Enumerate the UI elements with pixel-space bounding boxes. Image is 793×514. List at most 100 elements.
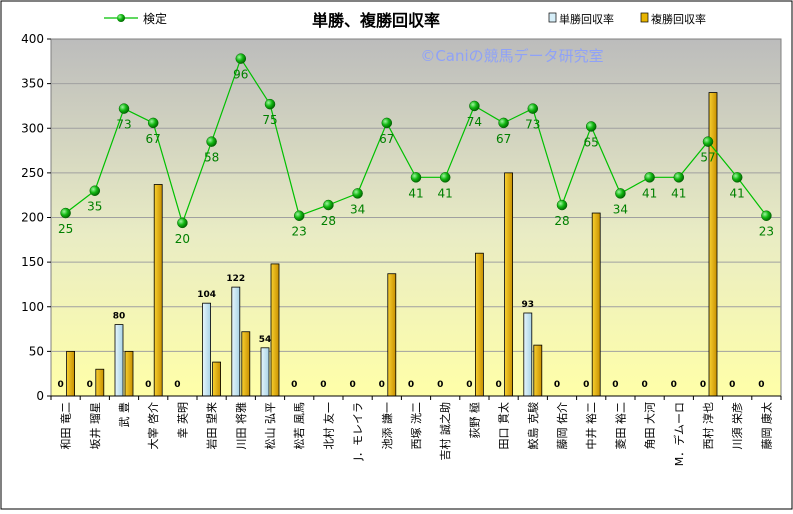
legend: 検定 単勝回収率 複勝回収率	[104, 11, 706, 26]
x-tick-label: 西村 淳也	[701, 402, 715, 450]
line-point	[585, 121, 597, 132]
place-bar	[124, 350, 134, 397]
place-bar	[212, 361, 222, 397]
x-tick-label: 坂井 瑠星	[88, 402, 102, 450]
place-bar	[66, 350, 75, 397]
line-point-label: 28	[321, 214, 336, 228]
legend-place-label: 複勝回収率	[651, 12, 706, 26]
win-value-label: 0	[291, 380, 297, 390]
line-series: 25 35 73 67 20 58 96 75 23 28 34 67 41 41 74 67 73 28 65 34…	[58, 53, 774, 246]
y-tick-label: 200	[21, 211, 44, 225]
x-tick-label: J．モレイラ	[352, 402, 365, 461]
line-point	[439, 172, 451, 183]
y-tick-label: 100	[21, 300, 44, 314]
x-tick-label: 川須 栄彦	[730, 402, 744, 450]
line-point-label: 20	[175, 232, 190, 246]
win-value-label: 0	[145, 380, 151, 390]
x-tick-label: 幸 英明	[175, 402, 189, 439]
y-tick-label: 50	[29, 344, 44, 358]
legend-line-label: 検定	[143, 11, 167, 26]
win-value-label: 0	[700, 380, 706, 390]
line-point-label: 67	[146, 132, 161, 146]
place-bar	[95, 368, 105, 397]
line-point-label: 35	[87, 200, 102, 214]
win-value-label: 0	[583, 380, 589, 390]
line-point-label: 75	[262, 113, 277, 127]
line-point-label: 41	[642, 186, 657, 200]
line-point	[293, 210, 305, 221]
win-value-label: 0	[671, 380, 677, 390]
win-value-label: 0	[437, 380, 443, 390]
line-point	[761, 210, 772, 221]
y-axis-ticks: 0 50 100 150 200 250 300 350 400	[21, 32, 51, 403]
line-point	[673, 172, 685, 183]
line-point-label: 41	[671, 186, 686, 200]
line-point-label: 74	[467, 115, 482, 129]
win-value-label: 0	[320, 380, 326, 390]
x-axis-ticks: 和田 竜二 坂井 瑠星 武 豊 大宰 啓介 幸 英明 岩田 望来 川田 将雅 松山 弘平 松若 …	[50, 395, 782, 466]
line-point	[177, 217, 188, 229]
win-value-label: 0	[466, 380, 472, 390]
win-bar	[231, 286, 241, 397]
x-tick-label: 松山 弘平	[263, 402, 277, 450]
y-tick-label: 300	[21, 121, 44, 135]
win-value-label: 0	[612, 380, 618, 390]
line-point-label: 96	[233, 68, 248, 82]
win-value-label: 54	[259, 335, 272, 345]
line-point-label: 41	[438, 186, 453, 200]
line-point-label: 25	[58, 222, 73, 236]
x-tick-label: 川田 将雅	[234, 402, 248, 450]
line-point-label: 57	[700, 151, 715, 165]
line-point	[89, 185, 101, 196]
win-value-label: 0	[174, 380, 180, 390]
win-value-label: 0	[349, 380, 355, 390]
win-value-label: 0	[641, 380, 647, 390]
place-bar	[474, 252, 484, 397]
line-point-label: 23	[759, 225, 774, 239]
legend-dot-marker	[117, 14, 125, 22]
x-tick-label: 荻野 極	[467, 402, 481, 439]
place-bar	[241, 331, 251, 397]
line-point-label: 34	[613, 202, 628, 216]
x-tick-label: 藤岡 佑介	[555, 402, 569, 450]
x-tick-label: 田口 貫太	[498, 402, 511, 450]
y-tick-label: 0	[36, 389, 44, 403]
x-tick-label: 松若 風馬	[292, 402, 306, 450]
line-point-label: 65	[584, 135, 599, 149]
line-point	[323, 199, 334, 211]
line-point	[352, 188, 363, 199]
y-tick-label: 150	[21, 255, 44, 269]
x-tick-label: 池添 謙一	[380, 402, 394, 450]
place-bar	[153, 184, 163, 397]
line-point	[469, 100, 480, 112]
line-point	[118, 103, 130, 114]
win-value-label: 122	[226, 274, 245, 284]
win-bar	[114, 324, 124, 397]
line-point	[498, 117, 509, 129]
x-tick-label: 角田 大河	[643, 402, 657, 450]
legend-swatch-win	[548, 12, 557, 23]
x-tick-label: 菱田 裕二	[614, 402, 627, 450]
watermark: ©Caniの競馬データ研究室	[420, 47, 603, 65]
win-value-label: 0	[87, 380, 93, 390]
win-value-label: 0	[408, 380, 414, 390]
line-point	[731, 172, 743, 183]
line-point	[702, 136, 714, 147]
place-bar	[387, 273, 397, 397]
x-tick-label: 岩田 望来	[205, 402, 219, 450]
line-point-label: 73	[525, 118, 540, 132]
line-point-label: 23	[292, 225, 307, 239]
x-tick-label: M．デムーロ	[672, 402, 686, 466]
x-tick-label: 北村 友一	[321, 402, 335, 450]
win-bar	[260, 347, 270, 397]
x-tick-label: 藤岡 康太	[759, 402, 773, 450]
line-point-label: 73	[116, 118, 131, 132]
win-value-label: 0	[57, 380, 63, 390]
win-bar	[523, 312, 533, 397]
chart-title: 単勝、複勝回収率	[312, 11, 440, 30]
win-value-label: 0	[758, 380, 764, 390]
line-point	[527, 103, 539, 114]
line-point-label: 41	[730, 186, 745, 200]
place-bar	[504, 172, 514, 397]
